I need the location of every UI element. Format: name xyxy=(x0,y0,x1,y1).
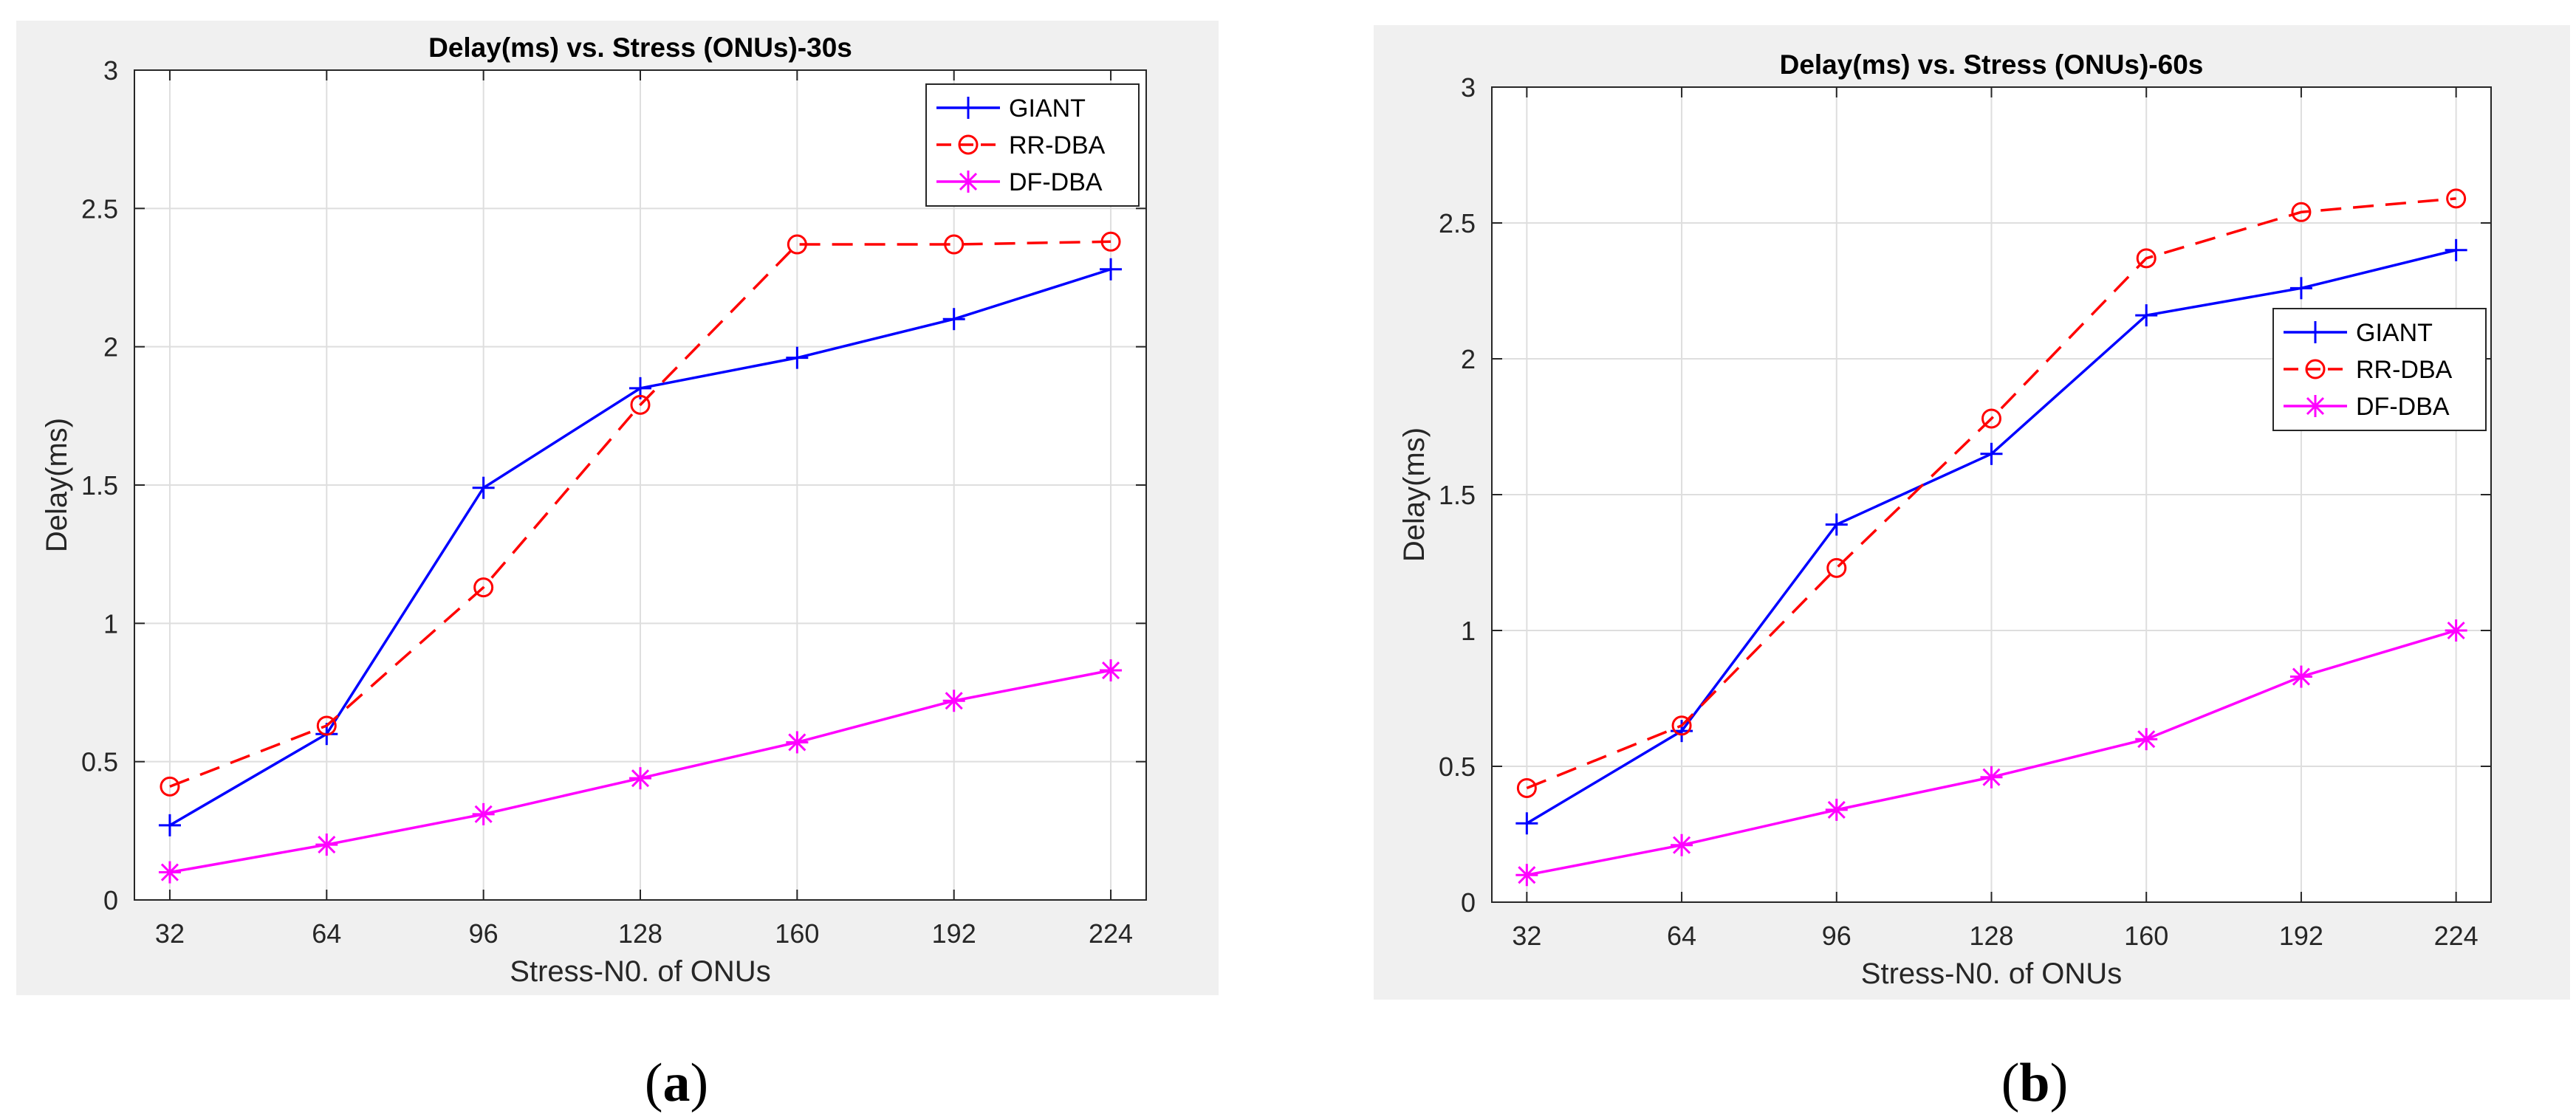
data-point-giant xyxy=(786,346,809,369)
data-point-giant xyxy=(1825,513,1848,536)
data-point-df-dba xyxy=(1515,864,1538,887)
data-point-df-dba xyxy=(158,861,181,884)
data-point-giant xyxy=(1515,812,1538,835)
data-point-df-dba xyxy=(942,690,965,712)
y-tick-label: 2 xyxy=(1461,344,1476,374)
legend-label-rr-dba: RR-DBA xyxy=(2356,356,2453,384)
series-line-rr-dba xyxy=(1526,197,2456,790)
y-tick-label: 0.5 xyxy=(81,747,118,777)
x-tick-label: 128 xyxy=(1969,921,2013,951)
data-point-giant xyxy=(2445,238,2467,261)
y-tick-label: 2.5 xyxy=(81,193,118,224)
chart-b: 32 64 96 128 160 192 224 0 0.5 1 1.5 2 2.5 3 Delay(ms)… xyxy=(1398,49,2492,990)
x-tick-label: 224 xyxy=(1089,918,1133,949)
y-tick-label: 1 xyxy=(103,608,118,639)
y-tick-label: 2 xyxy=(103,332,118,362)
legend-label-df-dba: DF-DBA xyxy=(2356,393,2450,421)
x-tick-label: 192 xyxy=(932,918,976,949)
x-tick-label: 160 xyxy=(775,918,819,949)
data-point-giant xyxy=(1980,442,2003,465)
chart-a: 32 64 96 128 160 192 224 0 0.5 1 1.5 2 2.5 3 Delay(ms)… xyxy=(41,32,1147,988)
x-tick-label: 128 xyxy=(618,918,662,949)
data-point-giant xyxy=(2289,277,2312,300)
x-tick-label: 224 xyxy=(2434,921,2479,951)
x-tick-label: 64 xyxy=(312,918,341,949)
data-point-df-dba xyxy=(1671,834,1693,856)
x-tick-label: 96 xyxy=(469,918,499,949)
y-tick-label: 0 xyxy=(1461,887,1476,918)
legend-label-giant: GIANT xyxy=(2356,319,2433,347)
data-point-rr-dba xyxy=(944,234,965,255)
data-point-rr-dba xyxy=(1981,408,2001,429)
data-point-rr-dba xyxy=(1671,715,1692,736)
y-tick-label: 1.5 xyxy=(1439,480,1476,510)
data-point-df-dba xyxy=(786,731,809,754)
data-point-rr-dba xyxy=(2291,202,2312,222)
caption-b-letter: b xyxy=(2019,1053,2050,1113)
y-tick-label: 0.5 xyxy=(1439,752,1476,782)
data-point-df-dba xyxy=(1980,766,2003,788)
x-tick-label: 32 xyxy=(1512,921,1541,951)
series-line-rr-dba xyxy=(169,240,1111,788)
data-point-rr-dba xyxy=(1516,777,1537,798)
chart-title: Delay(ms) vs. Stress (ONUs)-60s xyxy=(1780,49,2204,80)
data-point-giant xyxy=(472,476,495,499)
y-axis-label: Delay(ms) xyxy=(1398,427,1431,562)
legend-marker-df-dba xyxy=(957,171,979,193)
data-point-df-dba xyxy=(2135,728,2158,751)
x-tick-label: 64 xyxy=(1667,921,1696,951)
data-point-df-dba xyxy=(2445,619,2467,642)
data-point-rr-dba xyxy=(2446,188,2467,209)
data-point-df-dba xyxy=(629,767,651,790)
legend-label-rr-dba: RR-DBA xyxy=(1009,131,1106,159)
data-point-rr-dba xyxy=(1826,557,1847,578)
data-point-df-dba xyxy=(2289,665,2312,688)
caption-a: (a) xyxy=(644,1053,709,1113)
legend-label-giant: GIANT xyxy=(1009,94,1086,123)
data-point-giant xyxy=(1100,258,1123,281)
y-tick-label: 1.5 xyxy=(81,470,118,501)
legend-marker-rr-dba xyxy=(2305,359,2326,379)
data-point-df-dba xyxy=(1825,798,1848,821)
data-point-giant xyxy=(2135,304,2158,327)
legend-label-df-dba: DF-DBA xyxy=(1009,168,1103,196)
data-point-df-dba xyxy=(472,802,495,825)
x-tick-label: 96 xyxy=(1822,921,1852,951)
data-point-df-dba xyxy=(1100,659,1123,682)
data-point-rr-dba xyxy=(630,394,651,415)
data-point-rr-dba xyxy=(2136,248,2157,269)
y-tick-label: 2.5 xyxy=(1439,208,1476,238)
legend-marker-giant xyxy=(2304,321,2326,343)
y-tick-label: 0 xyxy=(103,885,118,915)
chart-panel-a: 32 64 96 128 160 192 224 0 0.5 1 1.5 2 2.5 3 Delay(ms)… xyxy=(16,21,1219,995)
x-axis-label: Stress-N0. of ONUs xyxy=(1861,958,2122,990)
data-point-giant xyxy=(158,814,181,836)
caption-a-letter: a xyxy=(662,1053,691,1113)
data-point-rr-dba xyxy=(473,577,494,598)
y-tick-label: 3 xyxy=(103,55,118,86)
chart-title: Delay(ms) vs. Stress (ONUs)-30s xyxy=(428,32,852,63)
y-tick-label: 3 xyxy=(1461,72,1476,103)
legend-marker-df-dba xyxy=(2304,395,2326,417)
data-point-rr-dba xyxy=(160,776,180,797)
caption-b: (b) xyxy=(2001,1053,2069,1113)
data-point-rr-dba xyxy=(787,234,807,255)
x-tick-label: 32 xyxy=(155,918,185,949)
chart-panel-b: 32 64 96 128 160 192 224 0 0.5 1 1.5 2 2.5 3 Delay(ms)… xyxy=(1374,25,2570,1000)
data-point-rr-dba xyxy=(1100,231,1121,252)
data-point-giant xyxy=(942,308,965,331)
x-tick-label: 160 xyxy=(2124,921,2168,951)
y-tick-label: 1 xyxy=(1461,616,1476,646)
data-point-df-dba xyxy=(315,834,338,856)
legend-marker-rr-dba xyxy=(958,134,979,155)
legend-marker-giant xyxy=(957,97,979,119)
x-tick-label: 192 xyxy=(2279,921,2323,951)
y-axis-label: Delay(ms) xyxy=(41,418,73,552)
x-axis-label: Stress-N0. of ONUs xyxy=(510,955,770,988)
data-point-rr-dba xyxy=(316,715,337,736)
